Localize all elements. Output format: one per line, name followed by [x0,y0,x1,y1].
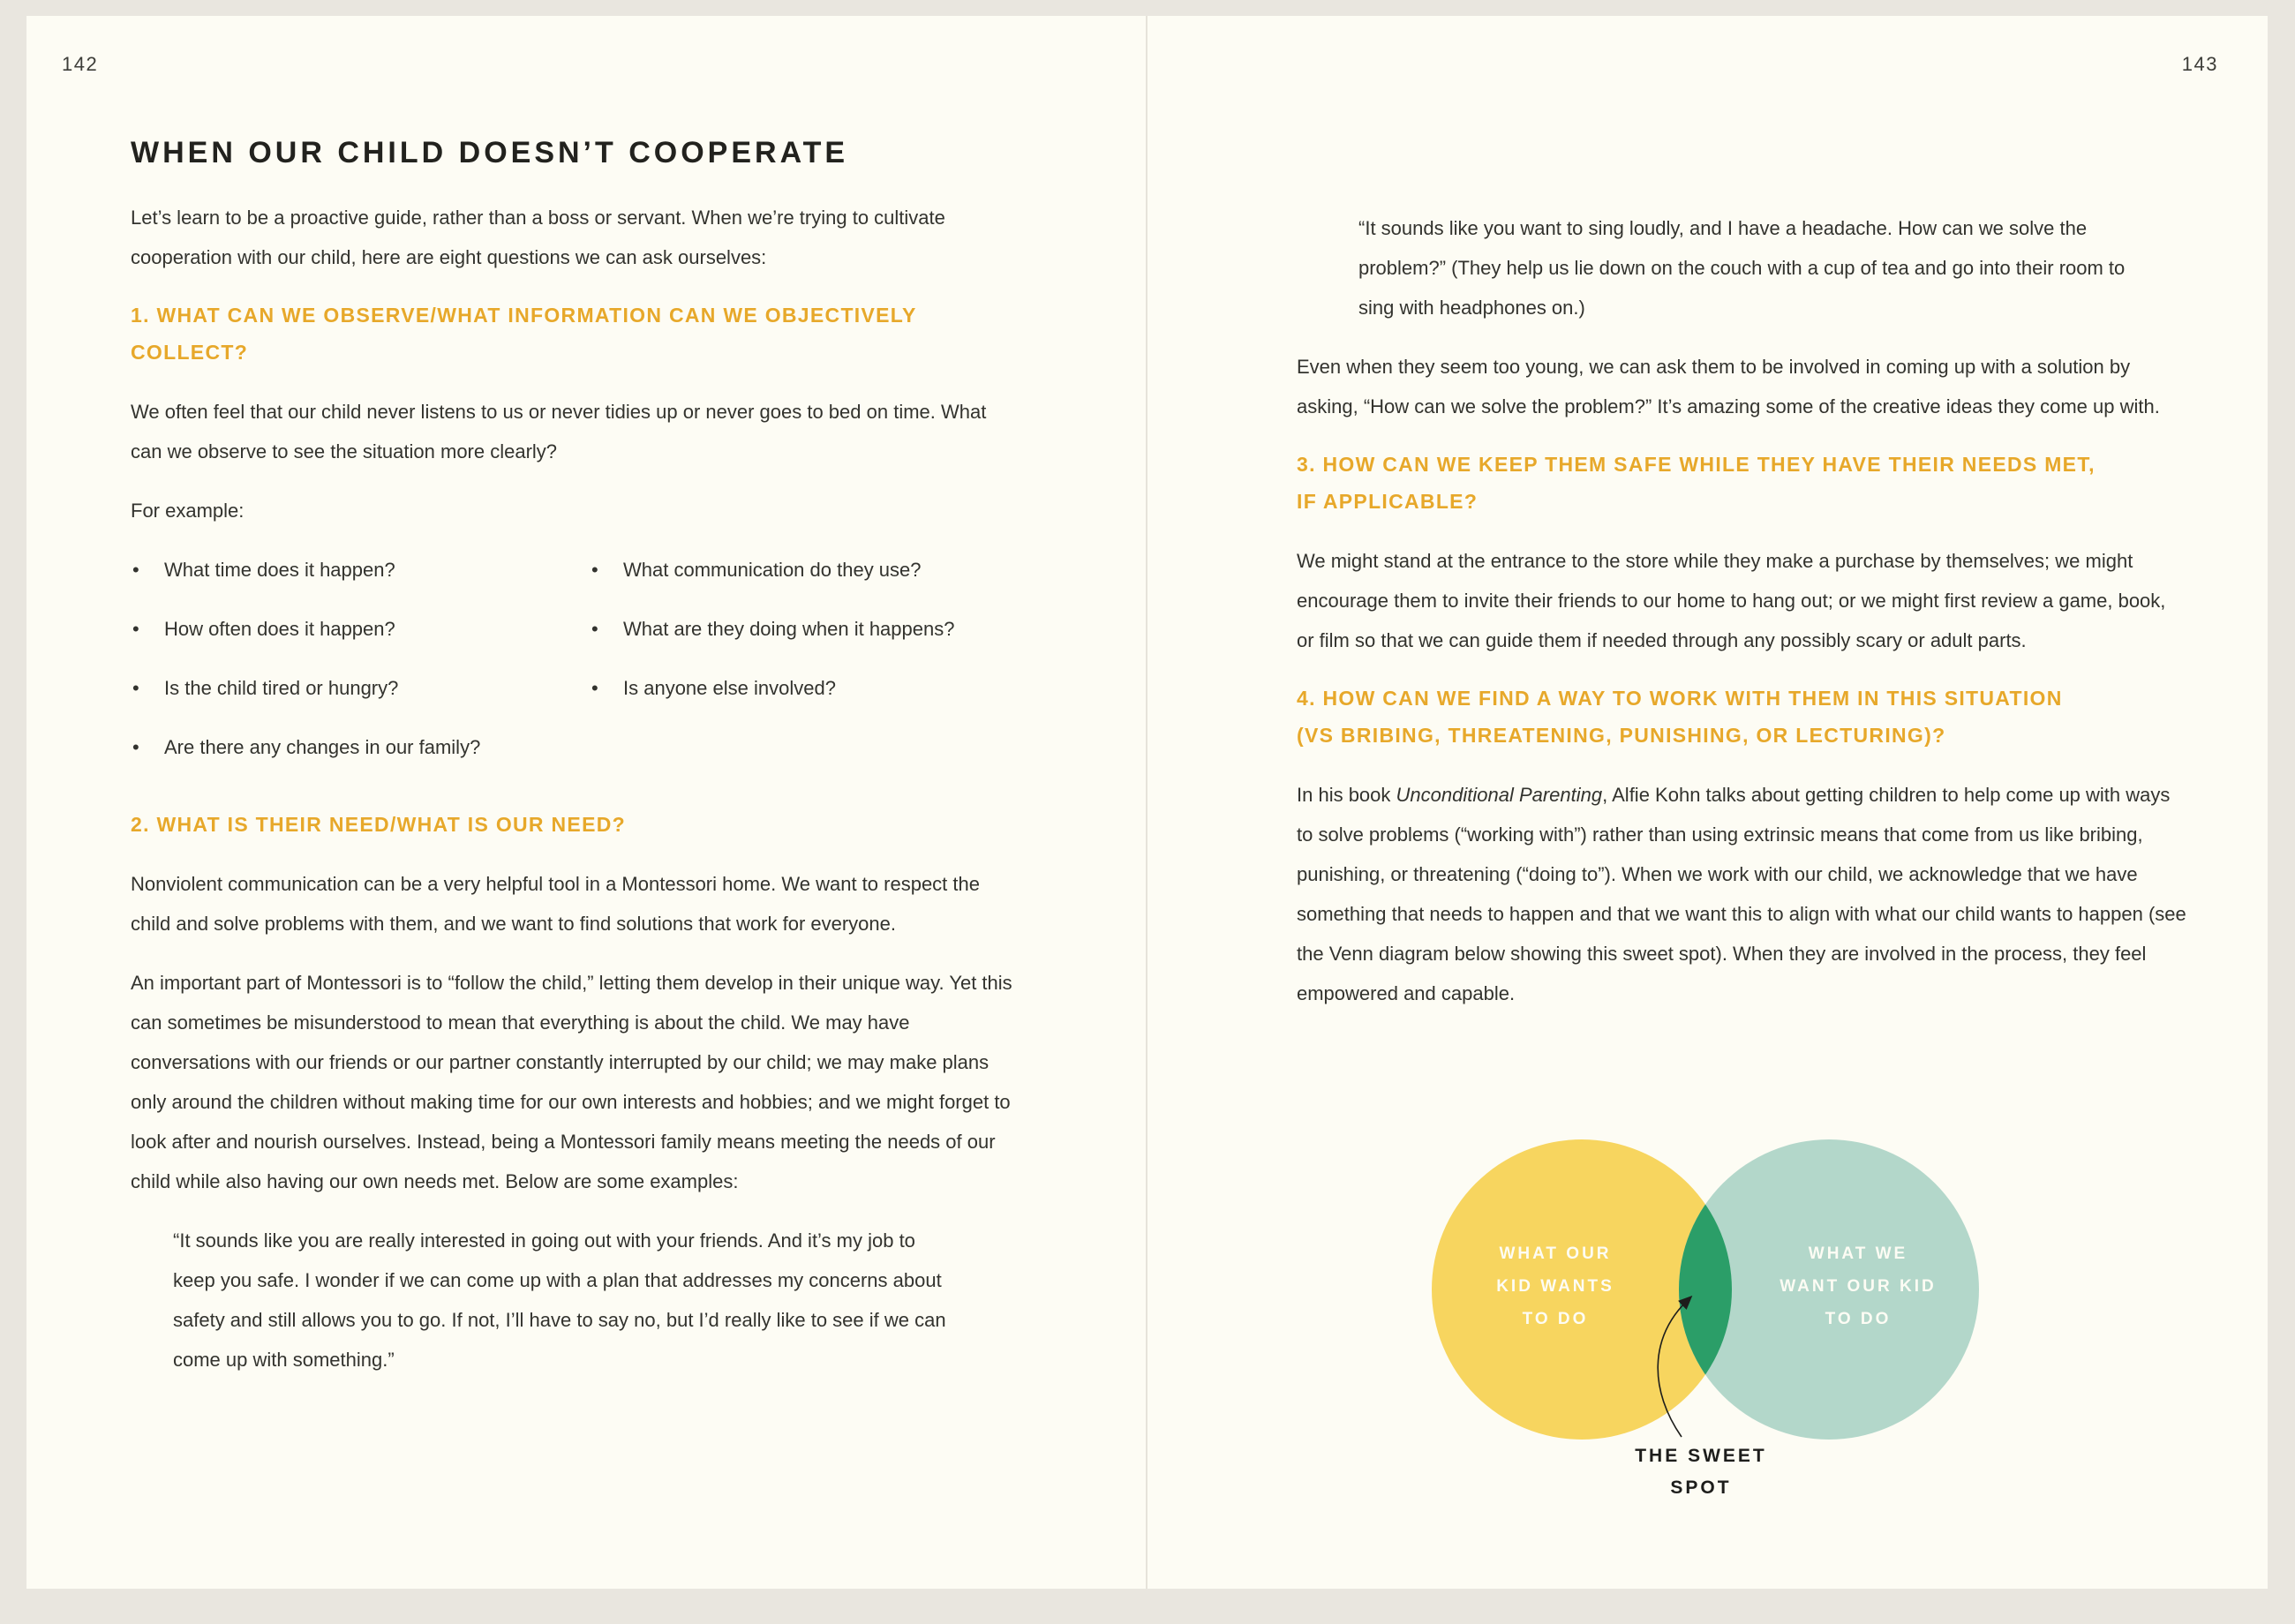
list-item: Is anyone else involved? [590,668,1013,708]
list-item: Is the child tired or hungry? [131,668,590,708]
solution-paragraph: Even when they seem too young, we can as… [1297,356,2160,417]
for-example-label: For example: [131,500,245,522]
venn-left-label: KID WANTS [1496,1277,1614,1296]
sweet-spot-arrow [1657,1295,1693,1438]
section-3-paragraph: We might stand at the entrance to the st… [1297,550,2166,651]
venn-diagram: WHAT OUR KID WANTS TO DO WHAT WE WANT OU… [1427,1126,1992,1506]
section-2-paragraph-2: An important part of Montessori is to “f… [131,972,1012,1192]
observation-bullet-columns: What time does it happen? How often does… [131,550,1013,786]
venn-left-circle [1432,1139,1732,1440]
page-number-right: 143 [2181,53,2218,75]
example-quote-left: “It sounds like you are really intereste… [173,1229,946,1371]
list-item: Are there any changes in our family? [131,727,590,767]
book-title-italic: Unconditional Parenting [1396,784,1603,806]
list-item: How often does it happen? [131,609,590,649]
list-item: What communication do they use? [590,550,1013,590]
section-4-paragraph: In his book Unconditional Parenting, Alf… [1297,784,2186,1004]
sweet-spot-label: THE SWEET [1635,1446,1767,1466]
venn-right-label: WANT OUR KID [1780,1277,1936,1296]
section-2-heading: 2. WHAT IS THEIR NEED/WHAT IS OUR NEED? [131,813,626,836]
venn-left-label: WHAT OUR [1499,1244,1611,1263]
venn-left-label: TO DO [1523,1310,1589,1328]
venn-right-label: TO DO [1825,1310,1892,1328]
venn-right-label: WHAT WE [1809,1244,1907,1263]
section-3-heading: 3. HOW CAN WE KEEP THEM SAFE WHILE THEY … [1297,453,2096,513]
page-number-left: 142 [62,53,99,75]
section-1-heading: 1. WHAT CAN WE OBSERVE/WHAT INFORMATION … [131,304,917,364]
list-item: What time does it happen? [131,550,590,590]
page-142: 142 WHEN OUR CHILD DOESN’T COOPERATE Let… [26,16,1148,1589]
bullet-column-1: What time does it happen? How often does… [131,550,590,786]
page-143: 143 “It sounds like you want to sing lou… [1148,16,2268,1589]
example-quote-right: “It sounds like you want to sing loudly,… [1358,217,2126,319]
bullet-column-2: What communication do they use? What are… [590,550,1013,786]
section-4-heading: 4. HOW CAN WE FIND A WAY TO WORK WITH TH… [1297,687,2063,747]
list-item: What are they doing when it happens? [590,609,1013,649]
book-spread: 142 WHEN OUR CHILD DOESN’T COOPERATE Let… [26,16,2269,1589]
intro-paragraph: Let’s learn to be a proactive guide, rat… [131,207,945,268]
venn-right-circle [1679,1139,1979,1440]
chapter-title: WHEN OUR CHILD DOESN’T COOPERATE [131,136,849,169]
sweet-spot-label: SPOT [1670,1477,1731,1498]
section-2-paragraph-1: Nonviolent communication can be a very h… [131,873,980,935]
section-1-paragraph: We often feel that our child never liste… [131,401,987,462]
